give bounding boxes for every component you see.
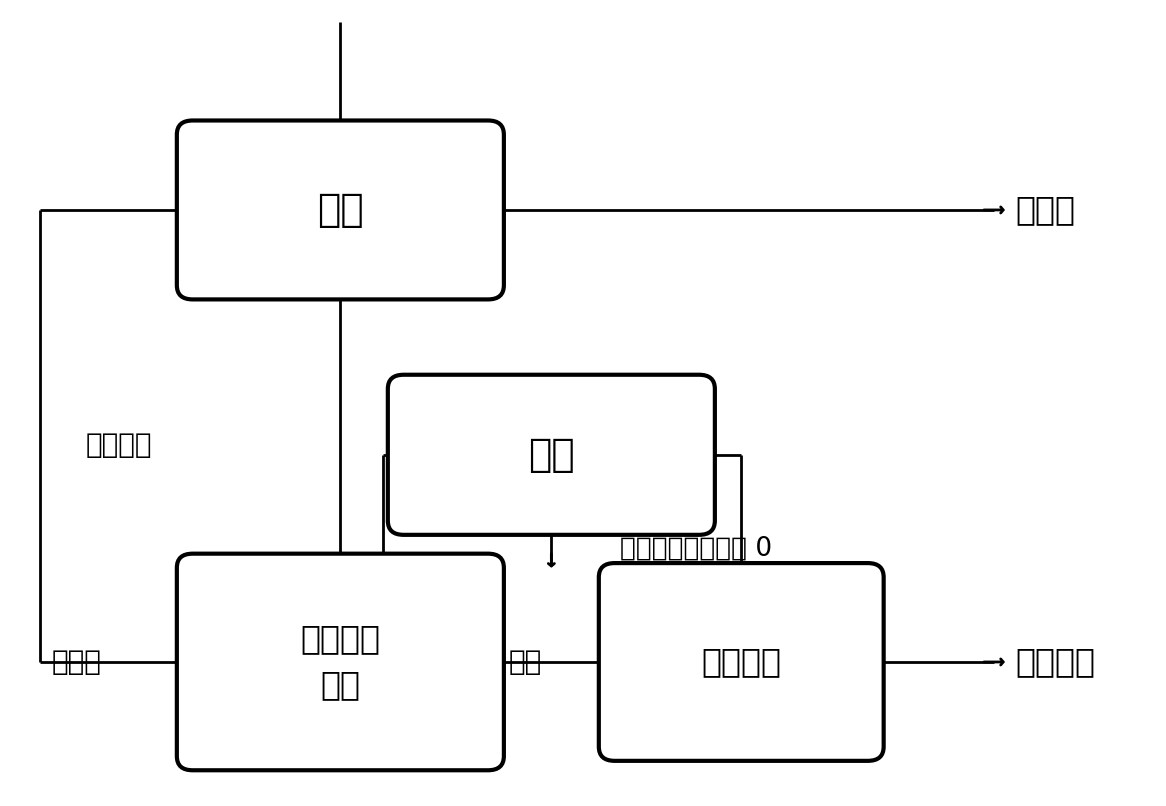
Text: 决策等级大于等于 0: 决策等级大于等于 0 [620, 536, 772, 562]
FancyBboxPatch shape [177, 120, 504, 299]
Text: 不可满足: 不可满足 [1016, 646, 1096, 679]
Text: 可满足: 可满足 [1016, 193, 1075, 226]
Text: 冲突分析: 冲突分析 [701, 646, 781, 679]
Text: 部分赋值: 部分赋值 [85, 431, 152, 459]
Text: 布尔约束
扩展: 布尔约束 扩展 [301, 622, 380, 701]
FancyBboxPatch shape [177, 554, 504, 771]
Text: 回溯: 回溯 [528, 436, 575, 474]
Text: 冲突: 冲突 [508, 648, 541, 676]
FancyBboxPatch shape [599, 563, 884, 761]
Text: 决策: 决策 [317, 191, 364, 229]
FancyBboxPatch shape [388, 375, 715, 535]
Text: 无冲突: 无冲突 [51, 648, 101, 676]
